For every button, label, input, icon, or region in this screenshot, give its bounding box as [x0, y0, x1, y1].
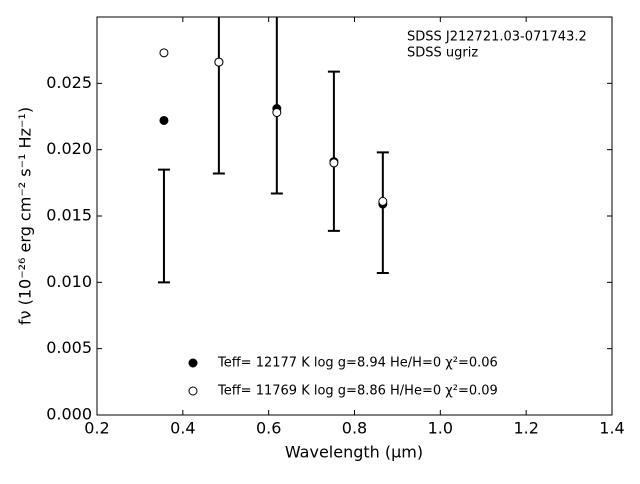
annotation: SDSS ugriz	[407, 46, 478, 61]
y-tick-label: 0.020	[46, 139, 92, 158]
x-tick-label: 1.4	[599, 419, 624, 438]
x-axis-label: Wavelength (μm)	[285, 443, 423, 462]
model-point	[159, 115, 169, 125]
x-tick-label: 1.0	[428, 419, 453, 438]
legend-marker	[188, 358, 198, 368]
y-tick-label: 0.025	[46, 73, 92, 92]
y-axis-label: fν (10⁻²⁶ erg cm⁻² s⁻¹ Hz⁻¹)	[16, 107, 35, 325]
legend-label: Teff= 11769 K log g=8.86 H/He=0 χ²=0.09	[217, 384, 498, 399]
y-tick-label: 0.000	[46, 405, 92, 424]
error-bar	[157, 168, 170, 284]
model-point	[272, 108, 282, 118]
y-tick-label: 0.005	[46, 338, 92, 357]
model-point	[329, 158, 339, 168]
annotation: SDSS J212721.03-071743.2	[407, 30, 587, 45]
model-point	[159, 48, 169, 58]
x-tick-label: 0.4	[170, 419, 195, 438]
legend-marker	[188, 386, 198, 396]
model-point	[378, 196, 388, 206]
y-tick-label: 0.010	[46, 272, 92, 291]
error-bar	[270, 17, 283, 195]
x-tick-label: 0.2	[84, 419, 109, 438]
error-bar	[212, 17, 225, 175]
legend-label: Teff= 12177 K log g=8.94 He/H=0 χ²=0.06	[217, 356, 498, 371]
x-tick-label: 0.8	[342, 419, 367, 438]
error-bar	[376, 151, 389, 275]
error-bar	[327, 70, 340, 232]
x-tick-label: 1.2	[513, 419, 538, 438]
model-point	[214, 57, 224, 67]
y-tick-label: 0.015	[46, 206, 92, 225]
plot-area	[157, 17, 389, 284]
x-tick-label: 0.6	[256, 419, 281, 438]
